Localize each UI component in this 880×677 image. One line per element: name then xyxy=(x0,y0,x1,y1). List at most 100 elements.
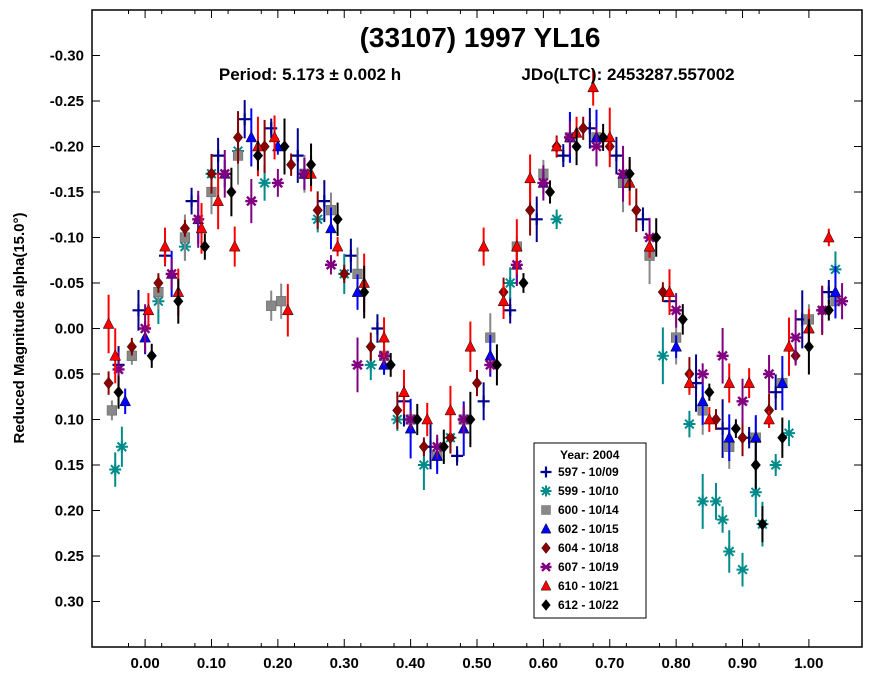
star-marker xyxy=(590,141,603,152)
diamond-marker xyxy=(312,203,323,217)
star-marker xyxy=(245,195,258,207)
triangle-marker xyxy=(245,130,258,143)
plus-marker xyxy=(530,213,543,226)
triangle-marker xyxy=(212,194,224,206)
plus-marker xyxy=(557,149,570,162)
triangle-marker xyxy=(696,394,709,407)
plus-marker xyxy=(504,304,517,317)
triangle-marker xyxy=(497,294,510,306)
x-tick-label: 0.80 xyxy=(662,655,691,672)
y-tick-label: -0.15 xyxy=(50,184,84,201)
triangle-marker xyxy=(723,376,736,388)
triangle-marker xyxy=(325,221,337,234)
x-tick-label: 0.20 xyxy=(263,655,292,672)
star-marker xyxy=(537,177,550,189)
legend-label: 604 - 10/18 xyxy=(558,541,619,555)
asterisk-marker xyxy=(716,513,729,526)
diamond-marker xyxy=(777,431,788,445)
square-marker xyxy=(266,300,277,311)
triangle-marker xyxy=(142,303,155,316)
asterisk-marker xyxy=(782,427,795,440)
square-marker xyxy=(276,296,287,307)
asterisk-marker xyxy=(540,485,552,497)
asterisk-marker xyxy=(115,440,128,453)
y-tick-label: -0.10 xyxy=(50,230,84,247)
asterisk-marker xyxy=(258,176,271,189)
diamond-marker xyxy=(359,285,370,299)
x-tick-label: 0.00 xyxy=(131,655,160,672)
triangle-marker xyxy=(743,376,755,388)
plus-marker xyxy=(451,449,464,462)
plus-marker xyxy=(540,466,552,478)
plus-marker xyxy=(636,213,649,226)
star-marker xyxy=(670,305,683,316)
diamond-marker xyxy=(113,385,124,399)
diamond-marker xyxy=(803,340,814,354)
period-label: Period: 5.173 ± 0.002 h xyxy=(219,65,401,84)
diamond-marker xyxy=(279,140,290,153)
triangle-marker xyxy=(102,317,115,329)
triangle-marker xyxy=(282,303,294,316)
square-marker xyxy=(541,505,551,515)
legend-label: 610 - 10/21 xyxy=(558,579,619,593)
triangle-marker xyxy=(398,385,410,397)
x-tick-label: 0.50 xyxy=(462,655,491,672)
legend-item: 599 - 10/10 xyxy=(540,484,619,498)
legend-label: 600 - 10/14 xyxy=(558,503,619,517)
diamond-marker xyxy=(823,303,834,317)
triangle-marker xyxy=(195,221,208,234)
y-tick-label: 0.00 xyxy=(55,321,84,338)
plus-marker xyxy=(344,249,357,262)
series-604 - 10/18 xyxy=(103,111,828,457)
plus-marker xyxy=(610,149,623,162)
star-marker xyxy=(324,259,337,270)
diamond-marker xyxy=(153,276,164,290)
legend-label: 612 - 10/22 xyxy=(558,598,619,612)
legend-item: 597 - 10/09 xyxy=(540,465,619,479)
triangle-marker xyxy=(723,431,736,443)
diamond-marker xyxy=(465,413,476,426)
diamond-marker xyxy=(365,340,376,354)
y-tick-label: 0.10 xyxy=(55,412,84,429)
asterisk-marker xyxy=(749,486,762,499)
triangle-marker xyxy=(109,349,122,361)
plus-marker xyxy=(769,386,782,399)
y-tick-label: 0.15 xyxy=(55,457,84,474)
plus-marker xyxy=(132,304,145,317)
asterisk-marker xyxy=(656,349,669,362)
triangle-marker xyxy=(643,240,656,252)
diamond-marker xyxy=(259,140,270,153)
series-612 - 10/22 xyxy=(113,118,834,543)
star-marker xyxy=(540,562,552,572)
y-tick-label: 0.25 xyxy=(55,548,84,565)
plus-marker xyxy=(238,113,251,126)
diamond-marker xyxy=(286,158,297,172)
diamond-marker xyxy=(750,458,761,472)
triangle-marker xyxy=(783,340,795,352)
x-tick-label: 0.30 xyxy=(330,655,359,672)
star-marker xyxy=(836,296,849,307)
star-marker xyxy=(736,396,749,407)
diamond-marker xyxy=(179,222,190,235)
diamond-marker xyxy=(103,376,114,390)
x-tick-label: 0.70 xyxy=(595,655,624,672)
triangle-marker xyxy=(703,412,716,425)
diamond-marker xyxy=(525,203,536,217)
plus-marker xyxy=(185,195,198,208)
diamond-marker xyxy=(206,167,217,181)
data-points xyxy=(102,69,849,587)
diamond-marker xyxy=(730,422,741,435)
triangle-marker xyxy=(421,412,434,425)
chart-title: (33107) 1997 YL16 xyxy=(360,22,601,53)
star-marker xyxy=(165,268,178,280)
triangle-marker xyxy=(378,331,390,343)
diamond-marker xyxy=(199,240,210,253)
triangle-marker xyxy=(119,394,131,407)
x-tick-label: 0.90 xyxy=(728,655,757,672)
diamond-marker xyxy=(631,203,642,217)
diamond-marker xyxy=(491,358,502,372)
diamond-marker xyxy=(541,542,551,554)
y-axis-label: Reduced Magnitude alpha(15.0°) xyxy=(11,212,28,443)
triangle-marker xyxy=(550,139,563,152)
y-tick-label: 0.05 xyxy=(55,366,84,383)
